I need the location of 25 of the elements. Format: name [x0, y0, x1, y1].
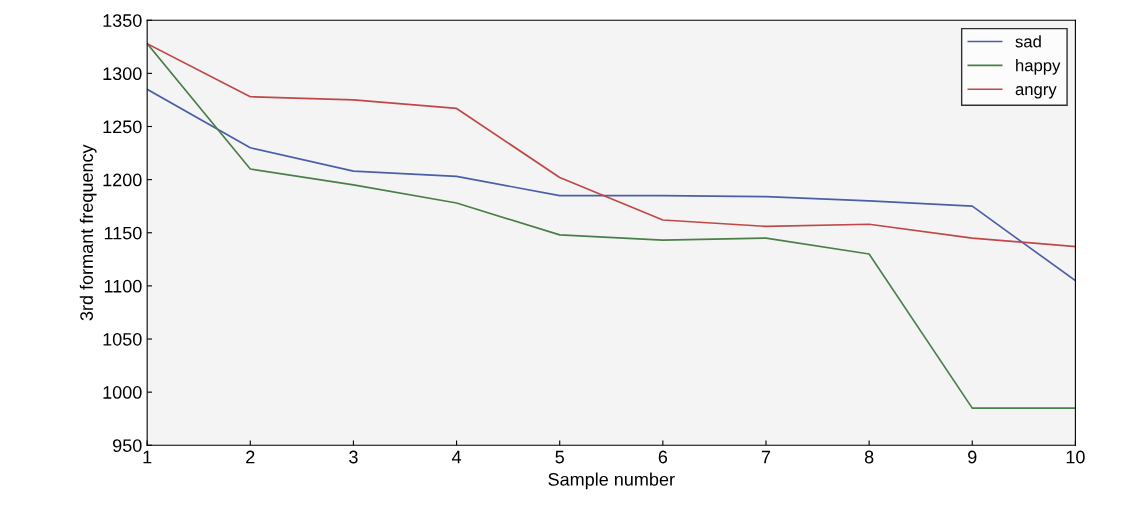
y-tick-label: 1000 [103, 386, 142, 399]
x-tick-label: 5 [555, 450, 564, 464]
x-tick-label: 2 [246, 450, 255, 464]
y-tick-label: 1300 [103, 67, 142, 81]
y-axis-title: 3rd formant frequency [79, 144, 97, 321]
line-series [147, 88, 1076, 282]
y-tick-label: 1200 [103, 173, 142, 187]
y-tick-label: 1100 [104, 279, 142, 293]
x-tick-label: 1 [143, 450, 152, 464]
legend-label: sad [1015, 35, 1041, 48]
legend-label: happy [1016, 59, 1061, 75]
x-tick-label: 3 [349, 450, 358, 464]
y-tick-label: 1250 [103, 120, 142, 134]
x-axis-title: Sample number [548, 472, 675, 490]
x-tick-label: 7 [761, 450, 771, 464]
x-tick-label: 4 [451, 450, 462, 464]
y-tick-label: 950 [113, 439, 142, 452]
legend-label: angry [1015, 86, 1057, 99]
x-tick-label: 9 [968, 450, 977, 464]
y-tick-label: 1150 [104, 226, 142, 240]
y-tick-label: 1350 [103, 14, 142, 27]
x-tick-label: 10 [1066, 450, 1085, 464]
x-tick-label: 6 [658, 450, 668, 464]
y-tick-label: 1050 [103, 332, 142, 346]
x-tick-label: 8 [864, 450, 874, 464]
